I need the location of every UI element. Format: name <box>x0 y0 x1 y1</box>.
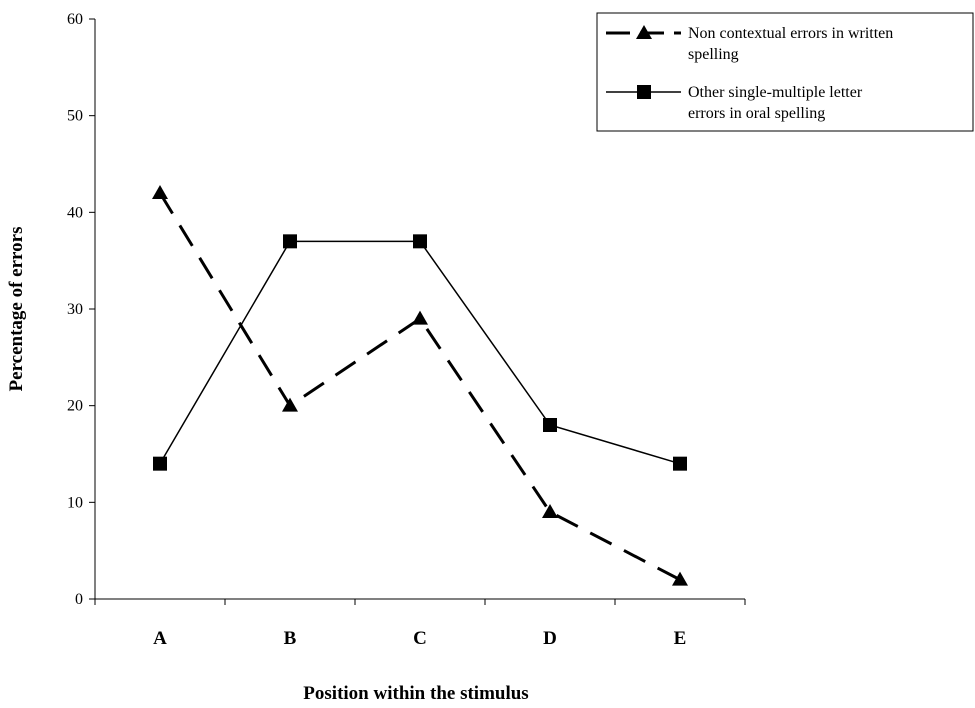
legend: Non contextual errors in written spelling… <box>596 12 974 132</box>
x-tick-label: E <box>674 628 687 649</box>
y-tick-label: 50 <box>67 108 83 125</box>
square-data-point <box>543 418 557 432</box>
series-line-written-spelling <box>158 192 681 581</box>
square-data-point <box>153 456 167 471</box>
triangle-data-point <box>282 397 298 412</box>
square-data-point <box>673 456 687 471</box>
x-tick-label: D <box>543 628 557 649</box>
y-tick-label: 0 <box>75 591 83 608</box>
legend-label: Non contextual errors in written <box>688 25 893 42</box>
y-tick-label: 60 <box>67 11 83 28</box>
y-tick-label: 30 <box>67 301 83 318</box>
triangle-data-point <box>152 185 168 199</box>
triangle-data-point <box>672 571 688 586</box>
series-line-oral-spelling <box>159 240 681 465</box>
legend-square-marker <box>637 85 651 99</box>
y-tick-label: 10 <box>67 494 83 511</box>
x-ticks: A B C D E <box>94 599 746 649</box>
x-tick-label: C <box>413 628 427 649</box>
legend-triangle-marker <box>636 25 652 39</box>
square-data-point <box>283 234 297 249</box>
legend-label: Other single-multiple letter <box>688 84 863 101</box>
y-ticks: 0 10 20 30 40 50 60 <box>67 11 95 608</box>
x-axis-title: Position within the stimulus <box>303 683 528 704</box>
y-tick-label: 20 <box>67 398 83 415</box>
legend-label: errors in oral spelling <box>688 105 825 122</box>
triangle-data-point <box>542 504 558 518</box>
y-tick-label: 40 <box>67 204 83 221</box>
square-data-point <box>413 234 427 249</box>
legend-label: spelling <box>688 46 739 63</box>
triangle-data-point <box>412 310 428 325</box>
y-axis-title: Percentage of errors <box>6 227 27 392</box>
series <box>152 185 688 586</box>
x-tick-label: A <box>153 628 167 649</box>
x-tick-label: B <box>284 628 297 649</box>
